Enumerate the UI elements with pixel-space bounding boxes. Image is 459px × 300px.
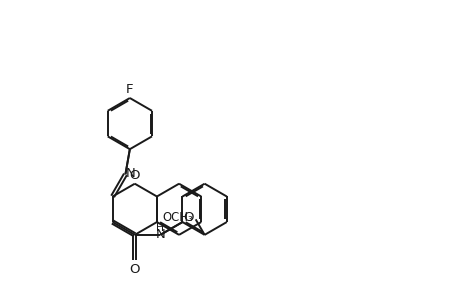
Text: F: F xyxy=(126,83,133,96)
Text: N: N xyxy=(155,228,165,241)
Text: O: O xyxy=(129,263,140,276)
Text: O: O xyxy=(183,211,194,224)
Text: OCH₃: OCH₃ xyxy=(162,211,193,224)
Text: N: N xyxy=(126,167,136,180)
Text: O: O xyxy=(129,169,139,182)
Text: H: H xyxy=(156,223,164,233)
